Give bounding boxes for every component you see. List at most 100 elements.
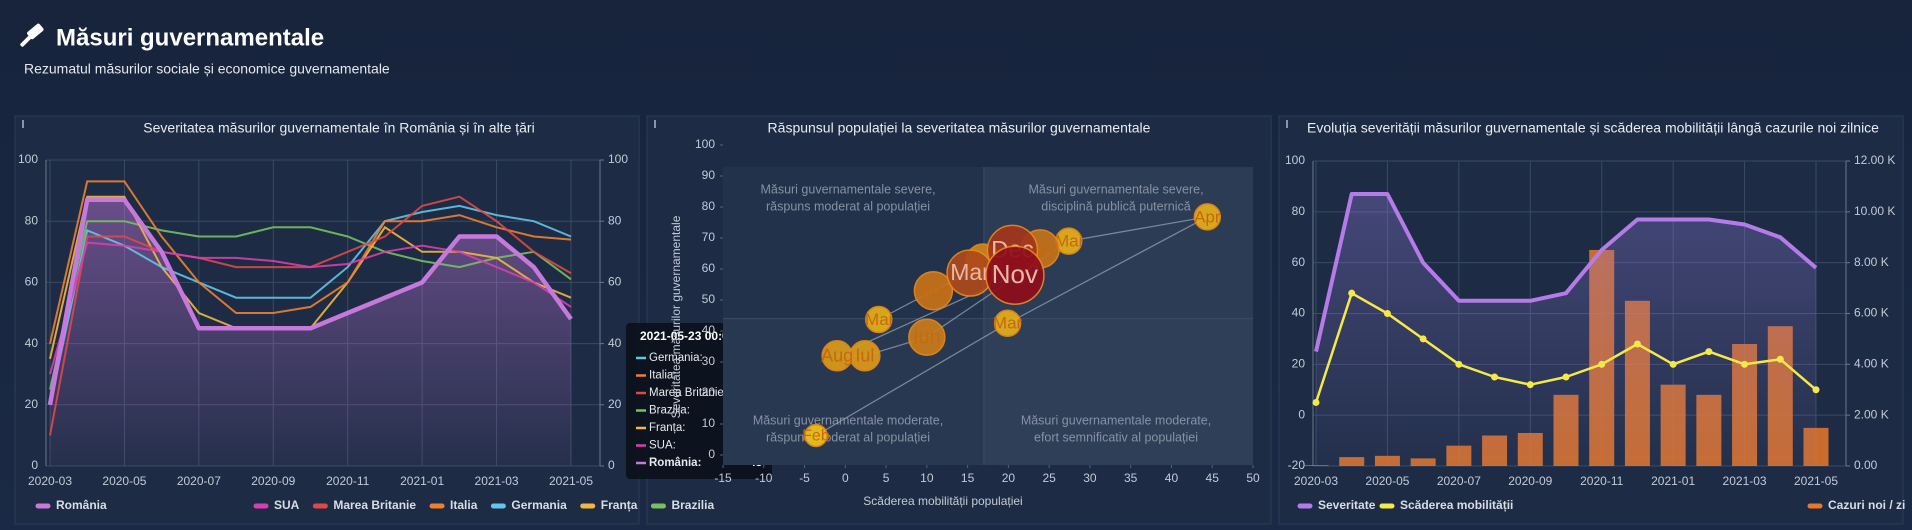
y-tick-label: 20 [1292,357,1306,371]
y-tick-label: 100 [1285,153,1305,167]
bubble-label: Iul [855,346,874,366]
x-tick-label: 0 [842,471,849,485]
legend-label: Scăderea mobilității [1400,498,1513,512]
bubble-label: Apr [1194,207,1221,226]
x-tick-label: 2021-03 [1723,474,1767,488]
y-tick-label: 60 [1292,255,1306,269]
tooltip-label: Germania: [649,352,703,364]
bubble-label: Feb [802,428,830,445]
info-icon[interactable] [1286,120,1288,128]
y2-tick-label: 60 [608,275,622,289]
y-tick-label: 0 [708,447,715,461]
tooltip-label: România: [649,457,701,469]
x-tick-label: 30 [1083,471,1097,485]
y-tick-label: 90 [702,168,716,182]
legend-label: Italia [450,498,478,512]
series-line [49,241,572,375]
point [1419,335,1427,343]
x-tick-label: 15 [961,471,975,485]
y-tick-label: 60 [25,275,39,289]
x-tick-label: 50 [1246,471,1260,485]
series-line [1314,192,1818,353]
panel-title: Severitatea măsurilor guvernamentale în … [143,120,534,136]
y-tick-label: 40 [1292,306,1306,320]
point [1348,289,1356,297]
legend-label: Brazilia [671,498,714,512]
point [1598,360,1606,368]
x-tick-label: 5 [883,471,890,485]
x-tick-label: 2020-09 [251,474,295,488]
bubble [913,270,954,311]
point [1705,348,1713,356]
point [1562,373,1570,381]
y2-tick-label: 100 [608,152,628,166]
bubble [908,318,946,356]
tooltip-label: Marea Britanie: [649,387,727,399]
y-tick-label: 80 [702,199,716,213]
bubble [985,245,1045,305]
x-tick-label: 2020-11 [1580,474,1623,488]
x-tick-label: -15 [714,471,732,485]
x-tick-label: 2021-01 [1651,474,1695,488]
y2-tick-label: 80 [608,213,622,227]
y-tick-label: 20 [702,385,716,399]
y-tick-label: -20 [1288,458,1306,472]
x-tick-label: 2020-07 [1437,474,1481,488]
x-tick-label: 10 [920,471,934,485]
x-tick-label: 2020-07 [177,474,221,488]
x-tick-label: 2021-05 [1794,474,1838,488]
x-tick-label: 2020-05 [1365,474,1409,488]
quadrant-label: Măsuri guvernamentale severe, [1028,182,1203,196]
y-tick-label: 30 [702,354,716,368]
bubble-label: Mai [1055,232,1082,251]
x-tick-label: 25 [1042,471,1056,485]
point [1455,360,1463,368]
y-tick-label: 100 [695,137,715,151]
bubble-label: Mar [950,259,990,285]
point [1312,398,1320,406]
panel-title: Răspunsul populației la severitatea măsu… [768,120,1151,136]
quadrant-label: disciplină publică puternică [1041,199,1190,213]
y-tick-label: 100 [18,152,38,166]
y-tick-label: 20 [25,397,39,411]
point [1526,381,1534,389]
point [1633,340,1641,348]
info-icon[interactable] [22,120,24,128]
quadrant-label: Măsuri guvernamentale moderate, [1021,413,1211,427]
legend-label: Severitate [1318,498,1376,512]
bubble-label: Aug [821,346,853,366]
point [1812,386,1820,394]
x-tick-label: 40 [1165,471,1179,485]
y2-tick-label: 12.00 K [1854,153,1895,167]
series-line [49,180,572,344]
x-tick-label: 45 [1206,471,1220,485]
bubble-label: Apr [918,280,949,302]
bubble [864,305,893,334]
page-title: Măsuri guvernamentale [56,24,324,51]
y-tick-label: 40 [25,336,39,350]
legend-label: SUA [274,498,300,512]
bubble-label: Iun [913,326,941,348]
quadrant-label: efort semnificativ al populației [1034,430,1198,444]
y2-tick-label: 10.00 K [1854,204,1895,218]
y-tick-label: 70 [702,230,716,244]
info-icon[interactable] [654,120,656,128]
y-tick-label: 60 [702,261,716,275]
legend-label: Cazuri noi / zi [1828,498,1905,512]
bubble [993,309,1022,337]
quadrant [983,318,1253,465]
point [1741,360,1749,368]
y2-tick-label: 0 [608,458,615,472]
tooltip-label: Italia: [649,370,677,382]
series-area [1316,194,1816,466]
x-tick-label: -10 [755,471,773,485]
y2-tick-label: 6.00 K [1854,306,1889,320]
bubble [821,340,853,372]
y2-tick-label: 2.00 K [1854,407,1889,421]
y-tick-label: 50 [702,292,716,306]
panel-title: Evoluția severității măsurilor guvername… [1307,120,1879,136]
quadrant-label: răspuns moderat al populației [766,199,930,213]
series-line [47,197,573,406]
